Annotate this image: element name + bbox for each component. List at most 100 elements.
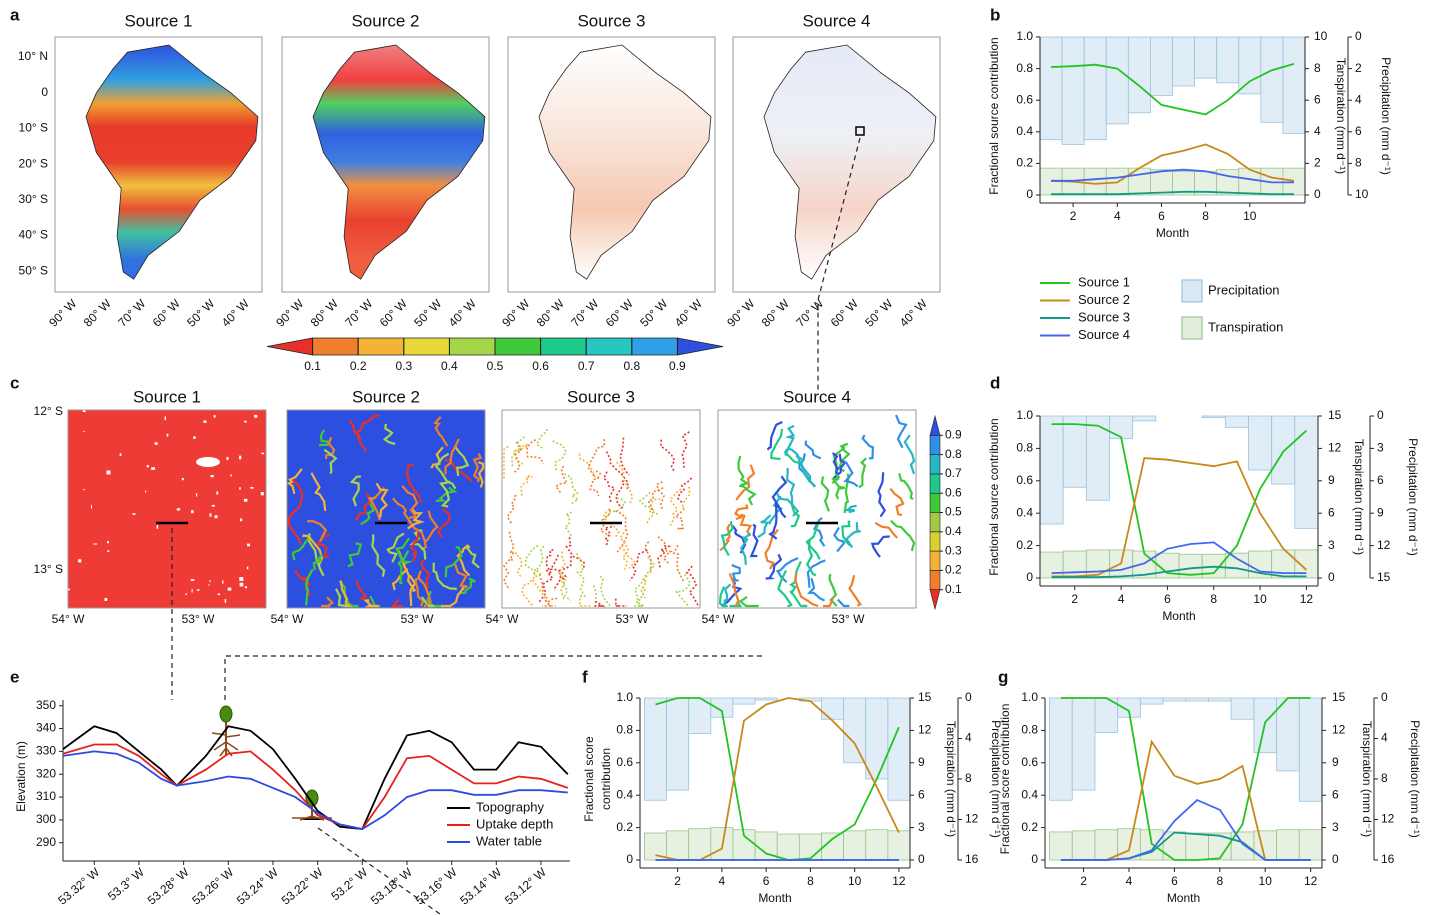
stream: [453, 563, 468, 590]
speck: [195, 493, 198, 497]
bar: [1039, 415, 1064, 525]
stream: [804, 440, 822, 460]
stream: [305, 568, 314, 606]
y-tick-label: 320: [36, 766, 56, 780]
stream: [619, 528, 630, 570]
bar: [887, 830, 911, 861]
bar: [1117, 697, 1141, 718]
lon-label: 50° W: [637, 296, 671, 330]
y-axis-title: Elevation (m): [14, 741, 28, 812]
stream: [538, 574, 552, 607]
colorbar-segment: [929, 570, 941, 590]
stream: [575, 553, 587, 599]
lon-label: 90° W: [724, 296, 758, 330]
y3-tick-label: 9: [1377, 505, 1384, 519]
lon-label: 70° W: [568, 296, 602, 330]
legend-label: Source 2: [1078, 292, 1130, 307]
stream: [680, 486, 691, 511]
bar: [1282, 36, 1306, 134]
colorbar-tick-label: 0.9: [945, 427, 962, 441]
speck: [209, 580, 211, 583]
bar: [1071, 697, 1096, 791]
continent: [538, 44, 712, 280]
x-tick-label: 53.18° W: [368, 865, 415, 908]
stream: [397, 550, 410, 585]
speck: [209, 513, 212, 517]
y3-tick-label: 2: [1355, 61, 1362, 75]
stream: [557, 551, 567, 600]
y3-tick-label: 6: [1355, 124, 1362, 138]
bar: [1139, 697, 1164, 705]
speck: [104, 597, 108, 601]
bar: [887, 697, 911, 801]
stream: [534, 545, 545, 575]
y-tick-label: 0.4: [1021, 787, 1038, 801]
x-tick-label: 2: [674, 874, 681, 888]
y2-tick-label: 2: [1314, 156, 1321, 170]
x-tick-label: 53.12° W: [502, 865, 549, 908]
stream: [349, 475, 362, 507]
stream: [728, 573, 740, 608]
bar: [1127, 36, 1151, 114]
speck: [181, 478, 184, 481]
bar: [1085, 415, 1110, 501]
speck: [82, 410, 86, 413]
y2-tick-label: 4: [1314, 124, 1321, 138]
stream: [406, 463, 423, 503]
x-tick-label: 53.14° W: [457, 865, 504, 908]
stream: [521, 568, 537, 606]
y2-tick-label: 0: [1314, 187, 1321, 201]
stream: [417, 570, 432, 608]
panel-label: a: [10, 5, 20, 24]
speck: [68, 588, 70, 591]
y2-tick-label: 6: [1328, 505, 1335, 519]
colorbar-tick-label: 0.1: [304, 359, 321, 373]
bar: [1298, 829, 1323, 861]
stream: [324, 436, 336, 460]
speck: [154, 442, 158, 445]
speck: [144, 490, 147, 493]
stream: [444, 545, 463, 578]
y-tick-label: 0.2: [1016, 156, 1033, 170]
stream: [845, 522, 861, 548]
lon-label: 54° W: [486, 612, 519, 626]
colorbar-segment: [929, 589, 941, 611]
y2-tick-label: 12: [1332, 723, 1346, 737]
stream: [390, 598, 403, 608]
stream: [545, 549, 554, 576]
connector: [224, 655, 765, 700]
bar: [1201, 415, 1226, 419]
bar: [1049, 697, 1073, 801]
stream: [731, 525, 747, 554]
x-tick-label: 53.28° W: [145, 865, 192, 908]
bar: [1260, 36, 1284, 123]
speck: [240, 518, 243, 522]
speck: [196, 457, 220, 467]
colorbar-segment: [449, 337, 496, 356]
y3-axis-title: Precipitation (mm d⁻¹): [1408, 720, 1422, 838]
stream: [606, 497, 627, 517]
stream: [723, 583, 732, 608]
stream: [456, 544, 471, 577]
stream: [615, 510, 629, 554]
y-tick-label: 300: [36, 812, 56, 826]
series-line: [1051, 541, 1307, 574]
y-tick-label: 1.0: [1016, 408, 1033, 422]
x-axis-title: Month: [1156, 226, 1189, 240]
speck: [239, 487, 241, 490]
stream: [890, 519, 916, 552]
y3-tick-label: 12: [1381, 812, 1395, 826]
speck: [190, 579, 195, 581]
stream: [420, 559, 431, 589]
stream: [513, 441, 523, 474]
panel-label: c: [10, 373, 19, 392]
stream: [407, 508, 425, 530]
speck: [83, 488, 85, 491]
bar: [1162, 831, 1187, 861]
speck: [151, 467, 155, 470]
stream: [524, 544, 539, 580]
y-tick-label: 0.6: [1021, 755, 1038, 769]
y-tick-label: 0.6: [1016, 473, 1033, 487]
x-tick-label: 53.22° W: [279, 865, 326, 908]
